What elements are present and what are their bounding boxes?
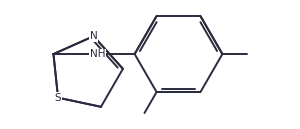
Text: N: N xyxy=(90,31,98,41)
Text: NH: NH xyxy=(90,49,105,59)
Text: S: S xyxy=(55,93,62,103)
